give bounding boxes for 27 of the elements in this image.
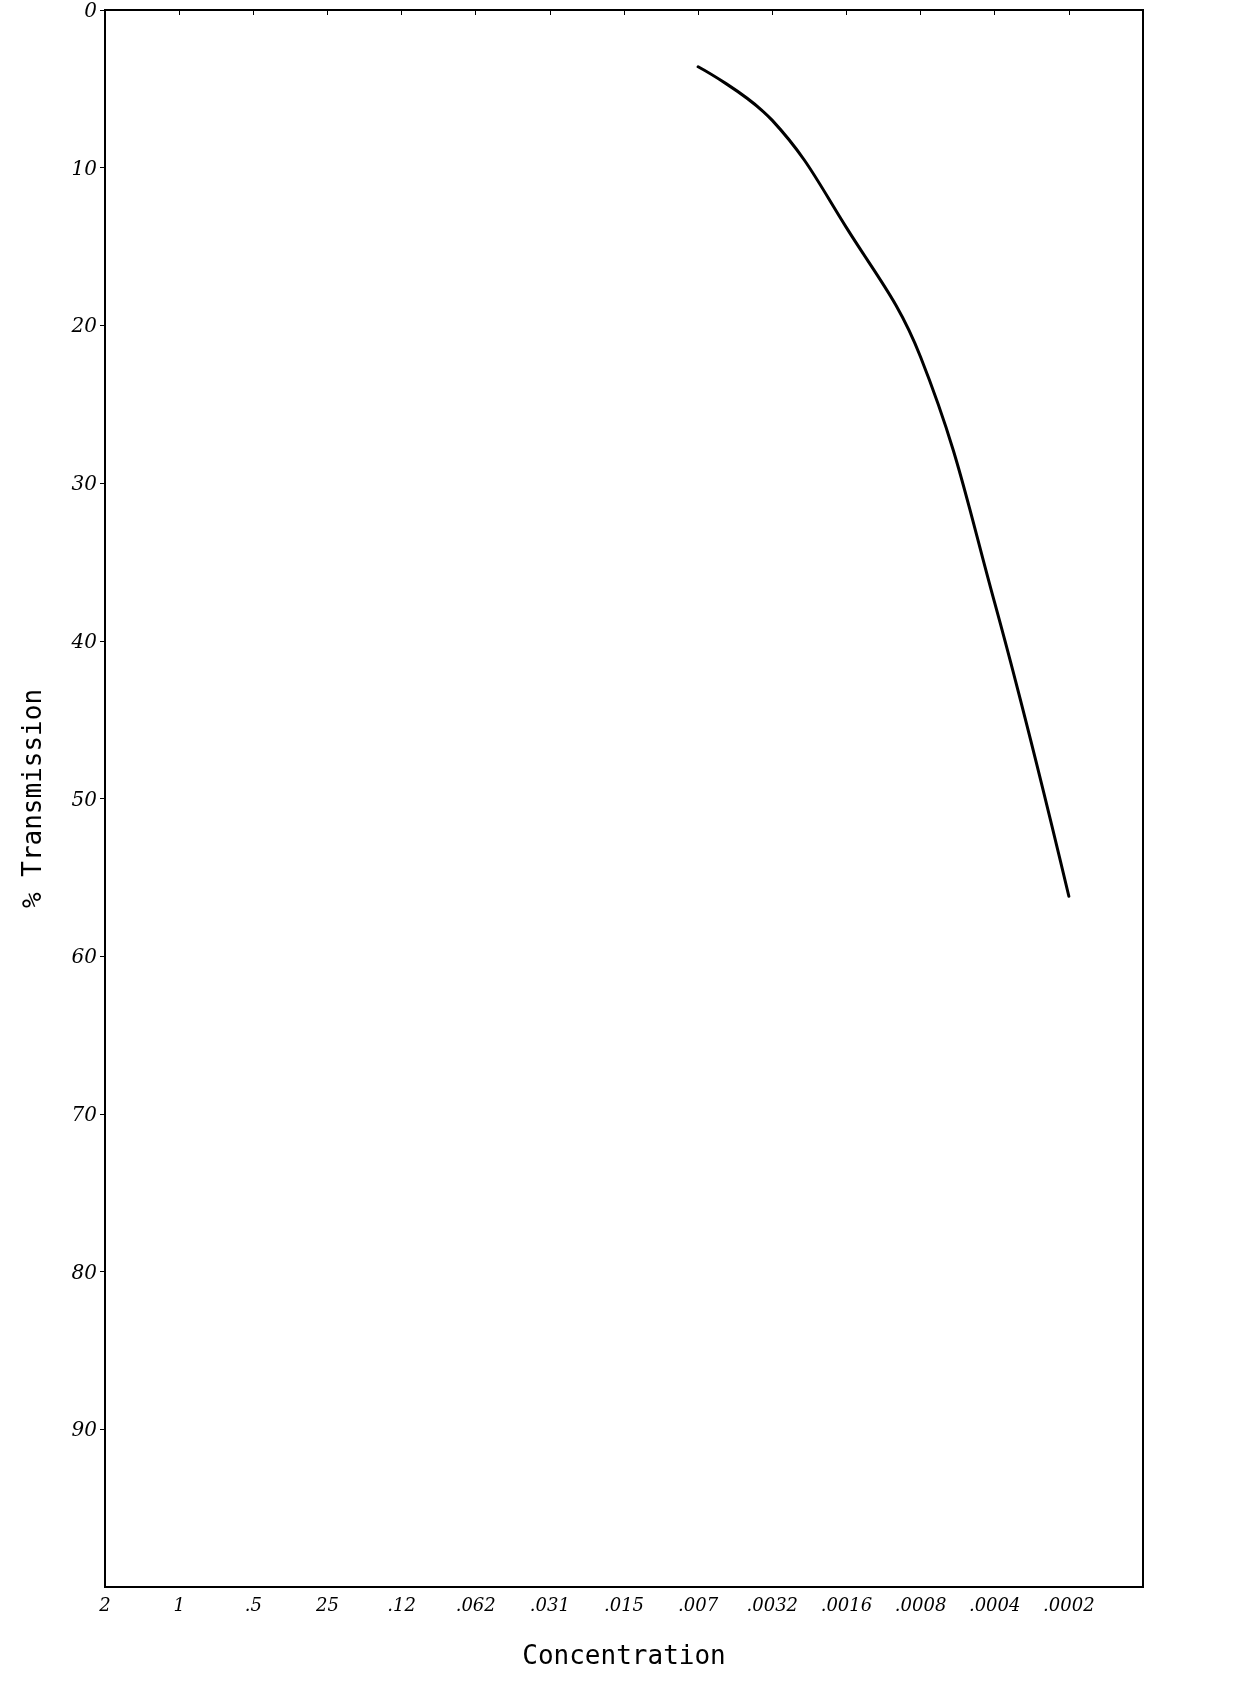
line-series [696,65,1071,898]
x-tick-label: .0002 [1043,1593,1095,1615]
y-tick-label: 40 [70,628,98,653]
x-tick-label: 25 [314,1593,339,1615]
x-tick-label: 2 [98,1593,111,1615]
x-tick-label: .0016 [820,1593,873,1615]
x-tick-label: .0008 [894,1593,947,1615]
x-axis-title: Concentration [522,1640,726,1670]
y-tick-label: 90 [71,1417,98,1442]
y-tick-label: 60 [71,944,98,969]
y-axis-title: % Transmission [17,688,47,909]
x-tick-label: .12 [387,1593,416,1615]
x-tick-label: .0032 [746,1593,799,1615]
y-tick-label: 80 [71,1259,98,1284]
y-tick-label: 10 [71,155,98,180]
x-tick-label: .031 [529,1593,570,1615]
x-tick-label: 1 [173,1593,185,1615]
x-tick-label: .0004 [968,1593,1021,1615]
y-tick-label: 0 [84,0,98,22]
y-tick-label: 30 [71,471,98,496]
y-tick-label: 70 [71,1101,98,1126]
x-tick-label: .015 [603,1593,645,1615]
x-tick-label: .062 [455,1593,496,1615]
y-tick-label: 20 [70,313,98,338]
y-tick-label: 50 [71,786,98,811]
x-tick-label: .5 [244,1593,262,1615]
x-tick-label: .007 [678,1593,719,1615]
